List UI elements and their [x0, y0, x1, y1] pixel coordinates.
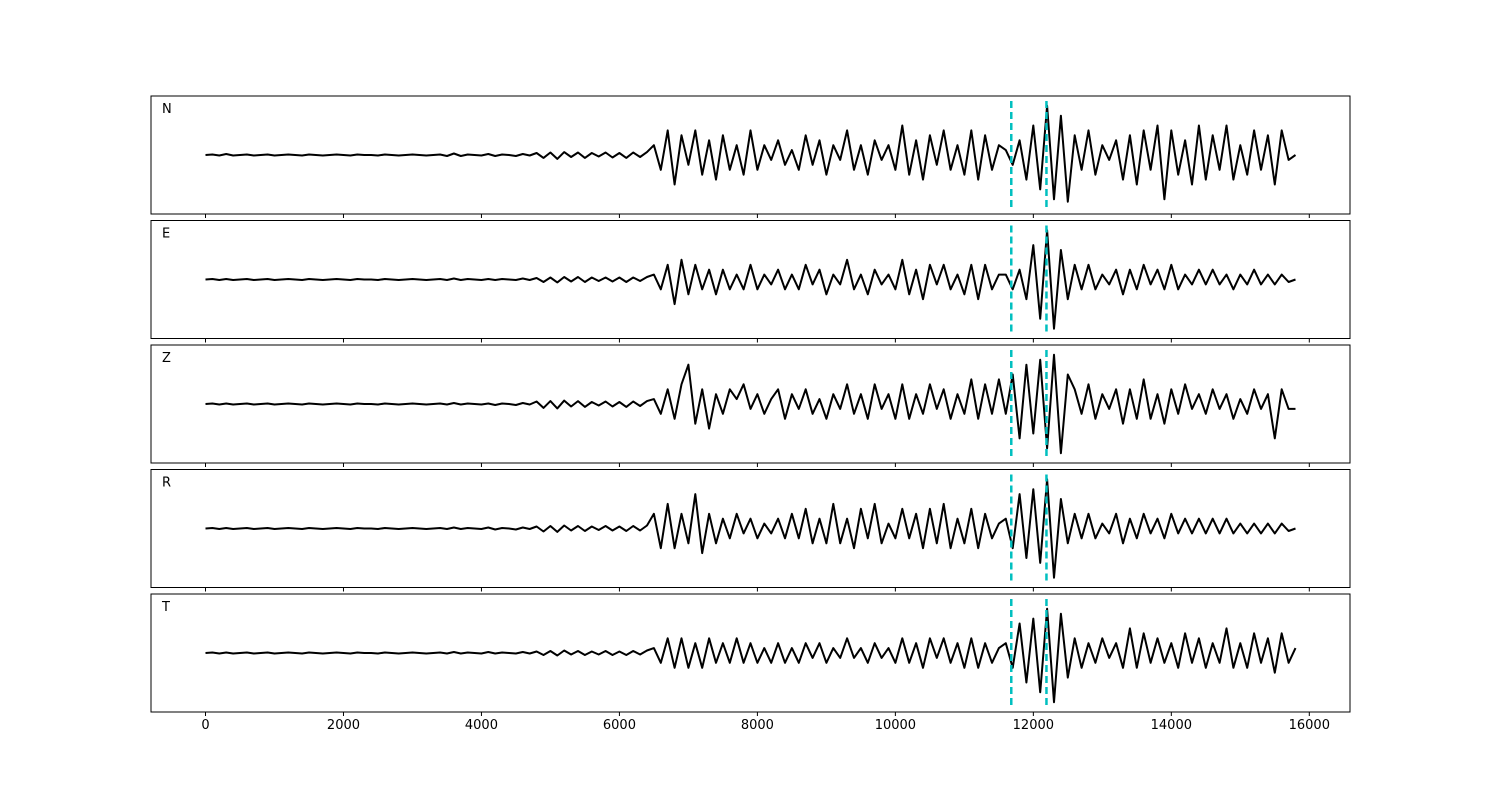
trace: [205, 478, 1296, 579]
x-tick-label: 14000: [1151, 718, 1192, 733]
panel-frame: [150, 469, 1351, 588]
x-tick-label: 12000: [1013, 718, 1054, 733]
panel-frame: [150, 593, 1351, 713]
x-tick-label: 16000: [1289, 718, 1330, 733]
x-tick-label: 2000: [327, 718, 360, 733]
trace: [205, 104, 1297, 203]
x-tick-label: 4000: [465, 718, 498, 733]
panel-frame: [150, 95, 1351, 215]
panel-label: R: [162, 476, 171, 491]
x-tick-label: 6000: [603, 718, 636, 733]
panel-frame: [150, 220, 1351, 339]
trace: [205, 607, 1297, 704]
trace: [205, 353, 1296, 455]
x-tick-label: 8000: [741, 718, 774, 733]
x-tick-label: 10000: [875, 718, 916, 733]
panel-label: E: [162, 227, 170, 242]
panel-frame: [150, 344, 1351, 464]
x-tick-label: 0: [201, 718, 209, 733]
panel-label: N: [162, 102, 172, 117]
panel-label: T: [161, 600, 170, 615]
panel-label: Z: [162, 351, 171, 366]
trace: [205, 229, 1296, 330]
